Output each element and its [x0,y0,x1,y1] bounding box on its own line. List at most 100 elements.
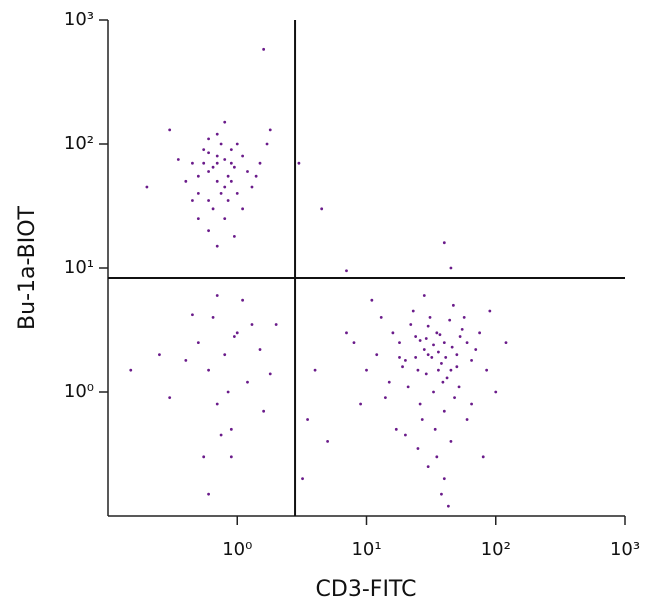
point [250,323,254,326]
y-tick-label: 10⁰ [64,381,94,402]
point [241,207,245,211]
x-axis-title: CD3-FITC [316,577,417,602]
point [446,504,450,508]
point [229,179,233,183]
point [416,447,420,450]
point [215,244,219,248]
point [202,161,206,165]
point [223,353,227,357]
point [442,241,446,245]
point [219,142,223,146]
point [207,492,210,496]
point [418,402,422,406]
x-tick-label: 10¹ [351,539,381,560]
point [176,158,180,161]
point [504,341,508,345]
point [442,477,446,481]
point [215,179,219,183]
point [451,303,455,307]
point [449,266,453,270]
point [196,341,200,345]
point [430,356,434,359]
point [450,345,454,349]
point [232,165,236,169]
point [207,170,210,173]
point [375,353,379,357]
point [235,142,239,146]
point [465,418,469,421]
point [426,324,430,328]
point [387,380,391,384]
point [207,229,210,233]
point [184,179,188,183]
point [414,356,418,359]
point [207,368,210,372]
point [426,353,430,357]
point [211,315,215,319]
point [191,161,194,165]
point [437,350,440,354]
y-tick-label: 10¹ [64,257,94,278]
point [435,455,439,459]
point [462,315,466,319]
x-tick-label: 10³ [610,539,640,560]
point [440,492,443,496]
point [418,339,422,342]
point [424,337,428,340]
point [455,365,459,369]
point [453,396,456,400]
point [460,327,464,331]
point [441,380,445,384]
point [226,199,230,202]
point [229,148,233,152]
point [191,313,194,317]
point [268,128,272,132]
point [223,217,227,221]
point [345,331,348,335]
point [158,353,161,357]
point [211,165,215,169]
point [226,390,230,394]
point [432,343,435,347]
point [254,174,258,178]
point [457,385,461,389]
point [207,199,210,202]
point [420,418,424,421]
point [428,315,432,319]
point [191,199,194,202]
point [184,358,188,362]
point [215,161,219,165]
point [470,358,473,362]
point [370,298,374,302]
point [442,409,446,413]
point [223,158,227,161]
point [129,368,133,372]
point [470,402,473,406]
point [352,341,356,345]
point [232,234,236,238]
point [444,356,448,359]
point [409,323,413,326]
point [265,142,269,146]
point [448,318,452,322]
point [455,353,459,357]
x-tick-label: 10² [481,539,511,560]
point [391,331,395,335]
point [215,132,219,136]
point [326,439,329,443]
point [262,409,266,413]
point [202,455,206,459]
point [383,396,387,400]
y-tick-label: 10³ [64,9,94,30]
point [404,433,407,437]
point [232,335,236,338]
point [207,137,210,141]
point [401,365,404,369]
point [215,154,219,158]
point [235,331,239,335]
point [301,477,304,481]
point [168,396,172,400]
point [229,161,233,165]
point [438,333,442,337]
